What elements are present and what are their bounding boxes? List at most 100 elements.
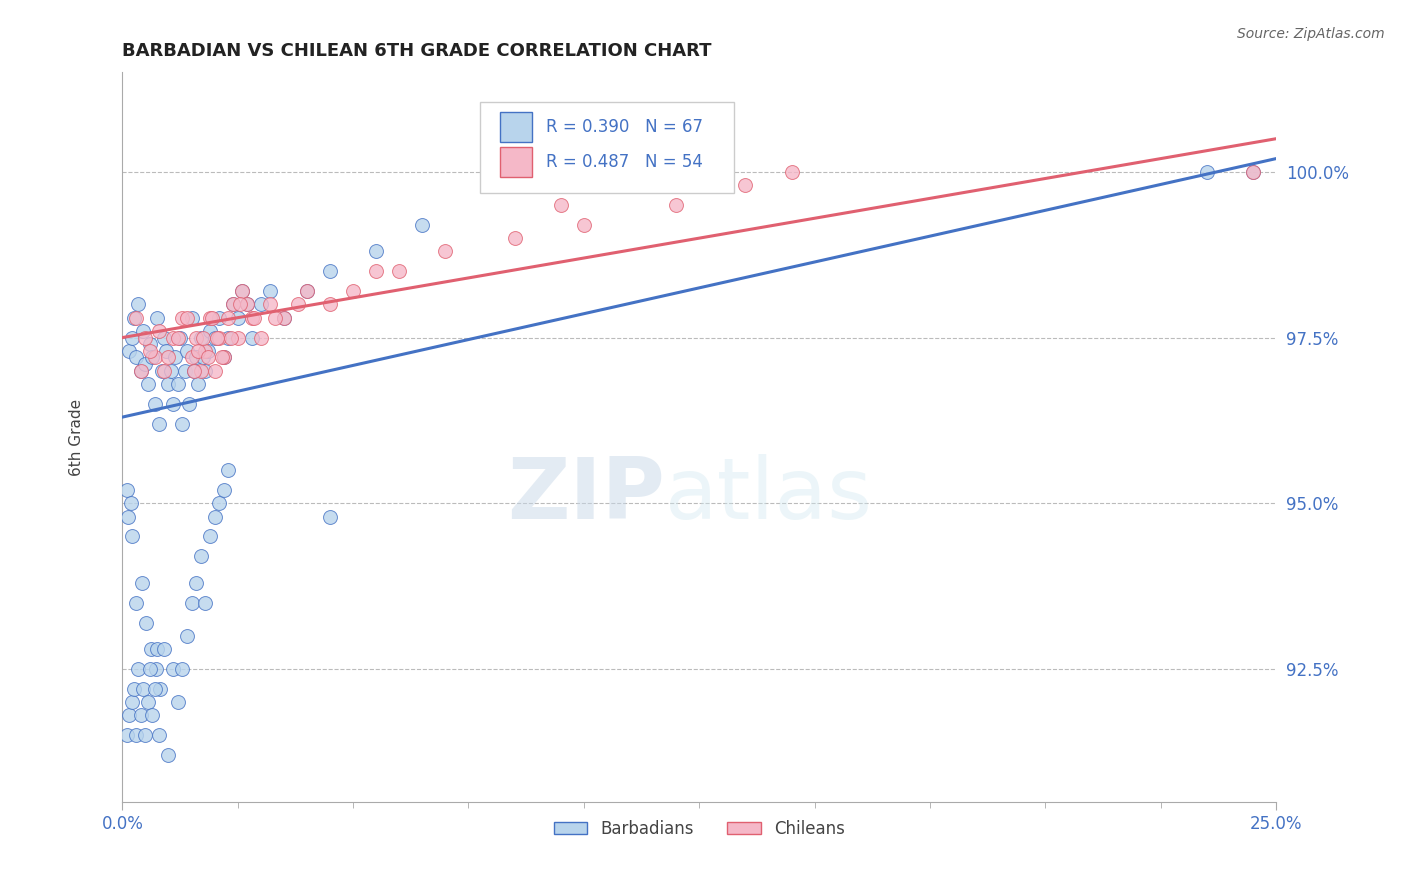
Point	[125, 310, 148, 325]
Point	[287, 297, 309, 311]
Text: Source: ZipAtlas.com: Source: ZipAtlas.com	[1237, 27, 1385, 41]
Point	[204, 509, 226, 524]
Point	[129, 364, 152, 378]
Point	[149, 681, 172, 696]
Point	[319, 264, 342, 278]
Point	[665, 198, 688, 212]
Point	[146, 310, 169, 325]
Point	[205, 330, 228, 344]
Point	[134, 357, 156, 371]
Point	[115, 483, 138, 497]
Point	[172, 662, 194, 676]
Point	[263, 310, 285, 325]
Point	[204, 330, 226, 344]
Point	[180, 596, 202, 610]
Point	[157, 748, 180, 763]
Bar	[499, 112, 531, 143]
Point	[183, 364, 205, 378]
Point	[121, 529, 143, 543]
Point	[162, 330, 184, 344]
Point	[143, 351, 166, 365]
Point	[190, 364, 212, 378]
Point	[197, 343, 219, 358]
Point	[295, 284, 318, 298]
Point	[121, 330, 143, 344]
Text: ZIP: ZIP	[506, 454, 665, 537]
Point	[211, 351, 233, 365]
Point	[198, 529, 221, 543]
Point	[208, 310, 231, 325]
Point	[172, 417, 194, 431]
Point	[117, 509, 139, 524]
Point	[150, 364, 173, 378]
Point	[201, 310, 224, 325]
Point	[159, 364, 181, 378]
Point	[166, 376, 188, 391]
Point	[249, 297, 271, 311]
Point	[197, 351, 219, 365]
Point	[115, 728, 138, 742]
Point	[125, 728, 148, 742]
Point	[120, 496, 142, 510]
Point	[153, 330, 176, 344]
Point	[503, 231, 526, 245]
Point	[411, 218, 433, 232]
Point	[273, 310, 295, 325]
Point	[1195, 165, 1218, 179]
Point	[125, 351, 148, 365]
FancyBboxPatch shape	[479, 102, 734, 193]
Legend: Barbadians, Chileans: Barbadians, Chileans	[547, 813, 852, 845]
Point	[139, 337, 162, 351]
Point	[236, 297, 259, 311]
Point	[243, 310, 266, 325]
Point	[366, 244, 388, 259]
Point	[139, 642, 162, 657]
Text: R = 0.487   N = 54: R = 0.487 N = 54	[546, 153, 703, 171]
Point	[503, 165, 526, 179]
Point	[122, 681, 145, 696]
Point	[217, 330, 239, 344]
Point	[148, 728, 170, 742]
Point	[191, 351, 214, 365]
Point	[145, 662, 167, 676]
Point	[619, 165, 641, 179]
Point	[166, 330, 188, 344]
Point	[212, 351, 235, 365]
Point	[139, 343, 162, 358]
Text: BARBADIAN VS CHILEAN 6TH GRADE CORRELATION CHART: BARBADIAN VS CHILEAN 6TH GRADE CORRELATI…	[122, 42, 711, 60]
Point	[141, 708, 163, 723]
Point	[176, 629, 198, 643]
Point	[550, 198, 572, 212]
Point	[143, 681, 166, 696]
Point	[180, 310, 202, 325]
Point	[273, 310, 295, 325]
Point	[187, 343, 209, 358]
Point	[222, 297, 245, 311]
Point	[136, 695, 159, 709]
Point	[153, 642, 176, 657]
Point	[194, 343, 217, 358]
Point	[295, 284, 318, 298]
Point	[141, 351, 163, 365]
Point	[132, 681, 155, 696]
Point	[169, 330, 191, 344]
Point	[319, 509, 342, 524]
Point	[734, 178, 756, 193]
Point	[434, 244, 457, 259]
Point	[131, 575, 153, 590]
Point	[388, 264, 411, 278]
Point	[127, 662, 149, 676]
Point	[121, 695, 143, 709]
Point	[118, 343, 141, 358]
Point	[190, 330, 212, 344]
Point	[259, 284, 281, 298]
Point	[194, 364, 217, 378]
Point	[134, 728, 156, 742]
Point	[217, 310, 239, 325]
Text: R = 0.390   N = 67: R = 0.390 N = 67	[546, 118, 703, 136]
Point	[212, 483, 235, 497]
Point	[132, 324, 155, 338]
Point	[217, 463, 239, 477]
Point	[190, 549, 212, 564]
Point	[1241, 165, 1264, 179]
